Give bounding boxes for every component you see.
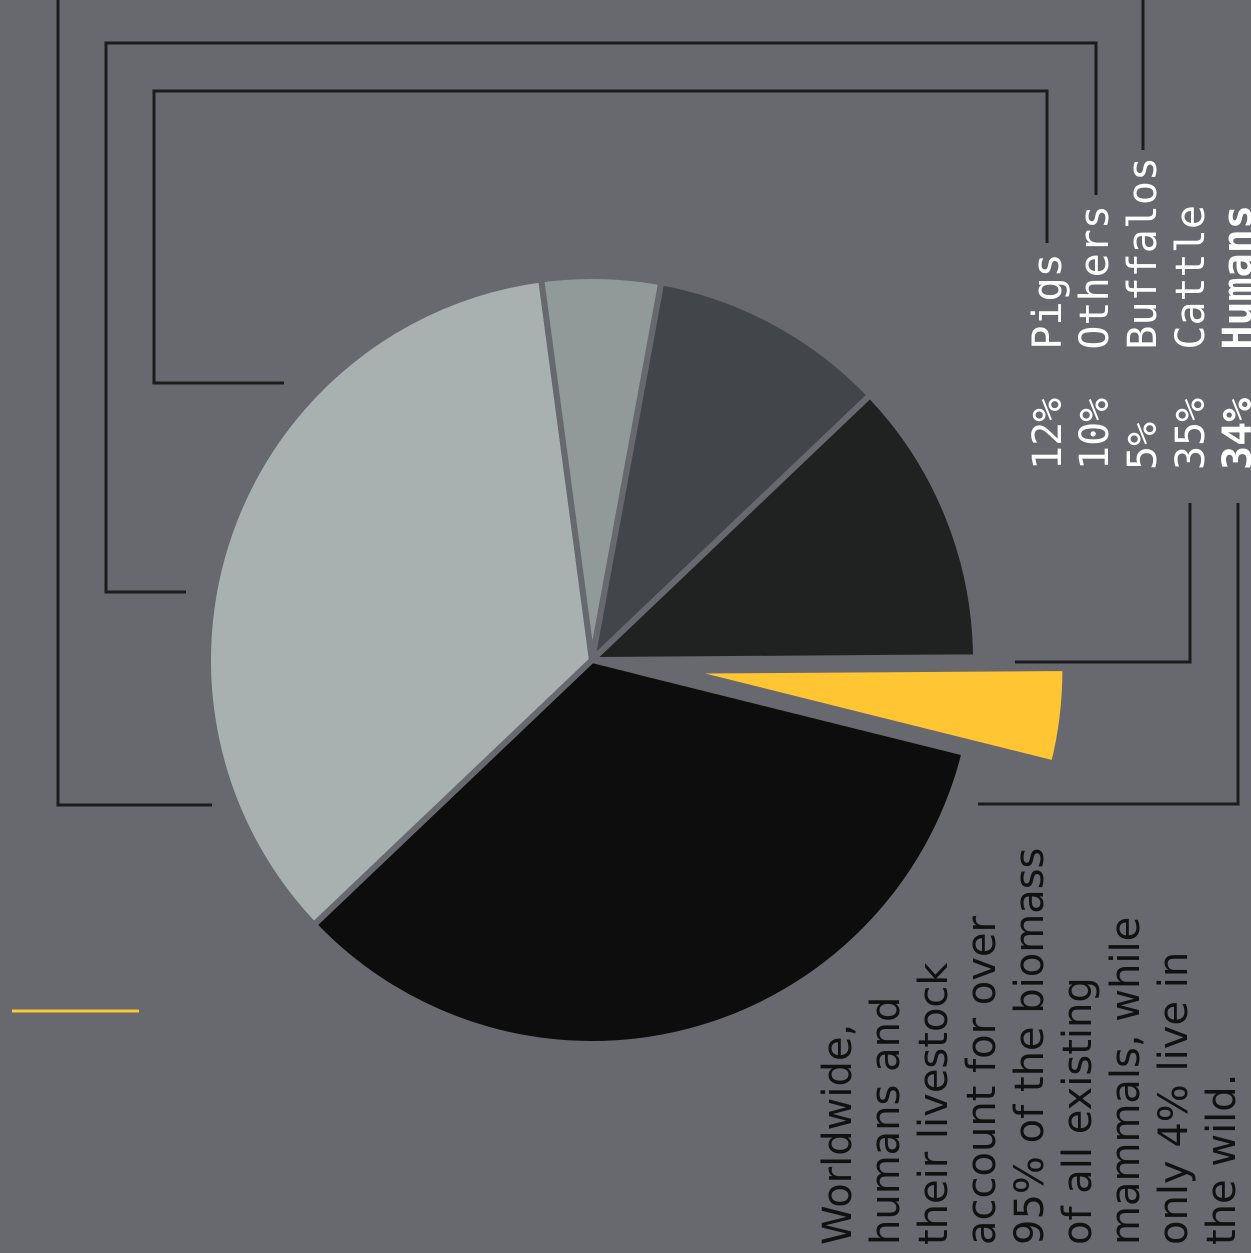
annotation-line-9: the wild. xyxy=(1199,1074,1245,1245)
pie-slices xyxy=(205,273,1069,1047)
pie-slice-wild-mammals xyxy=(678,664,1069,767)
connector-humans xyxy=(978,503,1240,806)
annotation-line-5: 95% of the biomass xyxy=(1007,848,1053,1245)
connector-pigs xyxy=(152,89,1049,385)
connector-cattle xyxy=(1015,503,1192,664)
connector-others xyxy=(104,41,1098,594)
legend-item-pigs: 12% Pigs xyxy=(1025,253,1071,470)
annotation-line-1: Worldwide, xyxy=(815,1024,861,1245)
legend-item-buffalos: 5% Buffalos xyxy=(1120,157,1166,470)
legend-connector-lines xyxy=(12,0,1240,1013)
annotation-line-2: humans and xyxy=(863,997,909,1245)
pie-slice-pigs xyxy=(589,392,979,663)
annotation-line-7: mammals, while xyxy=(1103,917,1149,1245)
connector-buffalos-lower xyxy=(56,0,212,807)
legend-item-cattle: 35% Cattle xyxy=(1168,205,1214,470)
legend-item-others: 10% Others xyxy=(1072,205,1118,470)
pie-slice-others xyxy=(589,279,874,663)
annotation-line-6: of all existing xyxy=(1055,977,1101,1245)
pie-slice-humans xyxy=(310,657,968,1047)
annotation-line-3: their livestock xyxy=(911,962,957,1245)
annotation-line-8: only 4% live in xyxy=(1151,952,1197,1245)
pie-slice-cattle xyxy=(205,276,595,928)
legend: 12% Pigs 10% Others 5% Buffalos 35% Catt… xyxy=(1025,157,1251,470)
annotation: Worldwide, humans and their livestock ac… xyxy=(815,848,1245,1245)
legend-item-humans: 34% Humans xyxy=(1215,205,1251,470)
annotation-line-4: account for over xyxy=(959,915,1005,1245)
